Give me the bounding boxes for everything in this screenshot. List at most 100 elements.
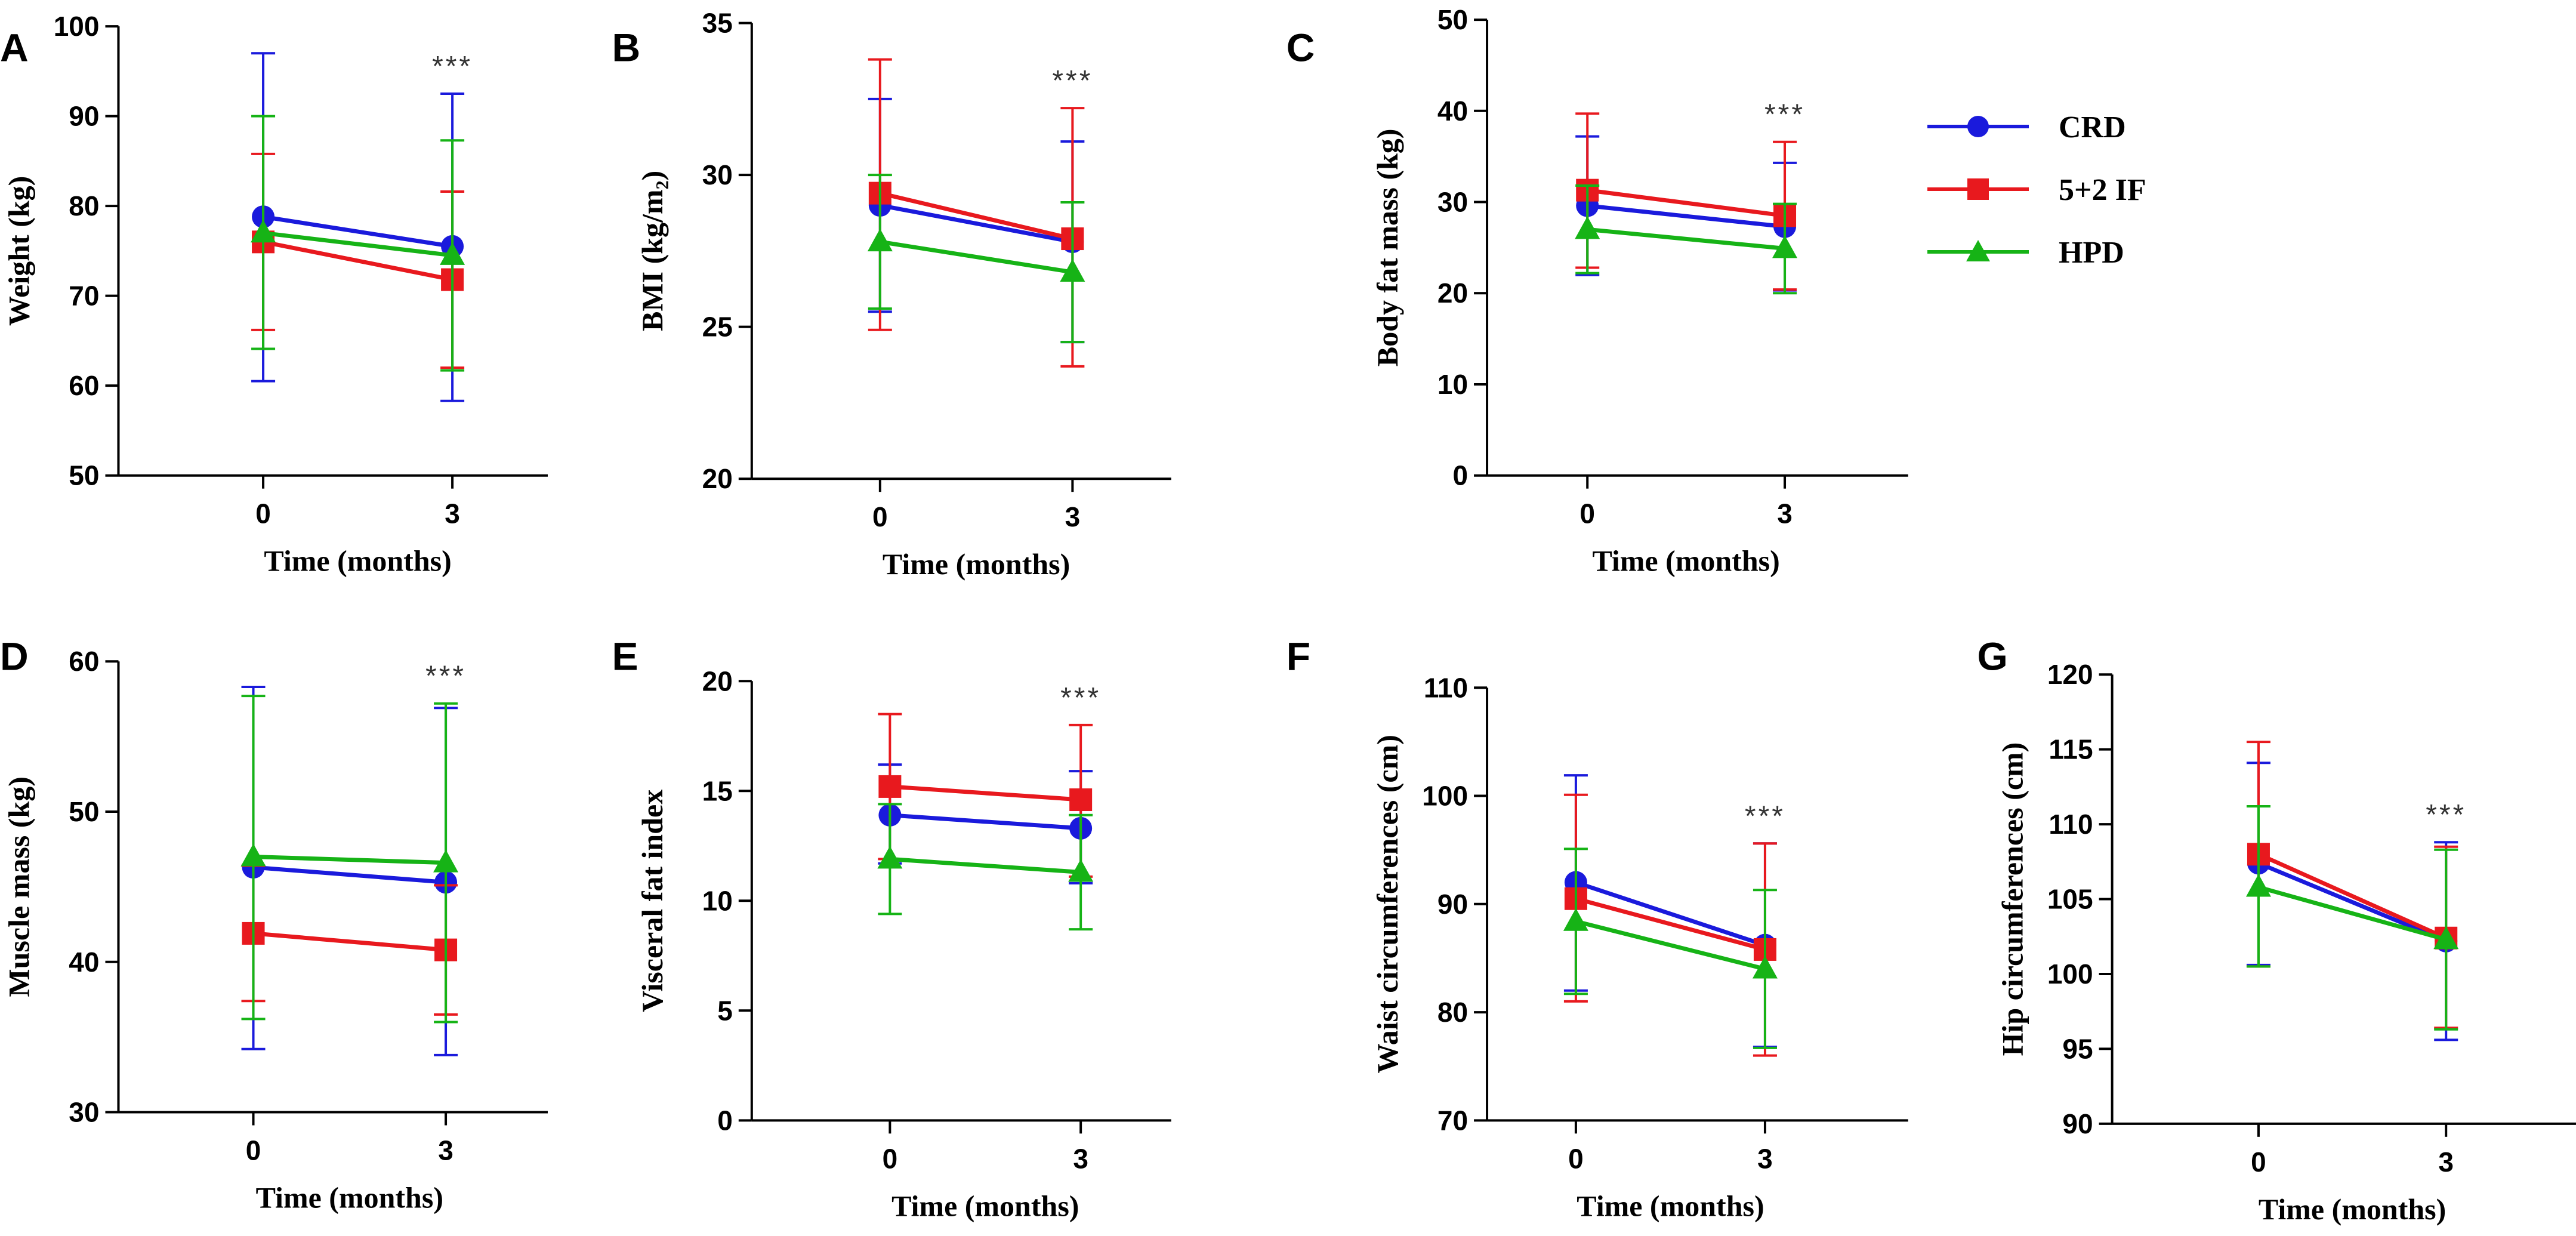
y-tick-label: 80 xyxy=(1437,997,1468,1028)
data-point xyxy=(2245,874,2271,897)
y-tick-label: 60 xyxy=(69,370,99,401)
y-tick-label: 80 xyxy=(69,190,99,221)
x-tick-label: 3 xyxy=(1757,1143,1773,1174)
y-tick-label: 20 xyxy=(1437,278,1468,309)
x-tick-label: 0 xyxy=(1568,1143,1584,1174)
legend-label-hpd: HPD xyxy=(2059,236,2124,270)
y-axis-title: Body fat mass (kg) xyxy=(1371,129,1404,367)
x-tick-label: 0 xyxy=(2251,1146,2266,1178)
series-hpd xyxy=(867,174,1085,344)
data-point xyxy=(433,849,459,873)
y-axis-title: Hip circumferences (cm) xyxy=(1996,742,2029,1056)
panel-g: G 90 95 100 105 110 115 120 0 3 Time (months) Hip c… xyxy=(1977,634,2576,1226)
series-line xyxy=(263,239,453,282)
y-tick-label: 90 xyxy=(2062,1108,2093,1139)
y-axis-title: BMI (kg/m₂) xyxy=(635,171,669,331)
series-hpd xyxy=(877,803,1094,931)
y-tick-label: 5 xyxy=(717,995,733,1026)
series-line xyxy=(1575,880,1766,948)
data-point xyxy=(1752,955,1778,979)
data-point xyxy=(867,229,893,252)
y-axis-title: Weight (kg) xyxy=(2,176,35,326)
y-tick-label: 15 xyxy=(702,775,733,806)
series-hpd xyxy=(1563,847,1778,1049)
legend-marker-hpd xyxy=(1966,240,1990,261)
y-tick-label: 100 xyxy=(2047,958,2093,990)
series-line xyxy=(2258,885,2447,942)
x-tick-label: 0 xyxy=(1579,498,1595,529)
y-tick-label: 115 xyxy=(2049,734,2093,765)
y-tick-label: 30 xyxy=(69,1097,99,1128)
data-point xyxy=(1069,788,1093,812)
series-hpd xyxy=(1575,184,1798,295)
y-axis-title: Muscle mass (kg) xyxy=(2,776,35,997)
x-tick-label: 0 xyxy=(872,501,888,532)
y-tick-label: 25 xyxy=(702,312,733,343)
series-5-2-if xyxy=(251,152,465,369)
series-5-2-if xyxy=(2246,741,2458,1030)
series-hpd xyxy=(251,115,465,372)
series-line xyxy=(253,931,446,953)
data-point xyxy=(251,220,276,243)
series-crd xyxy=(868,97,1085,344)
series-line xyxy=(263,230,453,258)
series-line xyxy=(2257,852,2447,940)
x-axis-title: Time (months) xyxy=(1592,544,1779,578)
significance-marker: *** xyxy=(1052,65,1093,97)
x-axis-title: Time (months) xyxy=(264,544,451,578)
y-tick-label: 105 xyxy=(2047,884,2093,915)
data-point xyxy=(440,242,465,265)
series-line xyxy=(1575,919,1766,971)
y-tick-label: 50 xyxy=(69,796,99,827)
series-line xyxy=(263,214,453,249)
legend: CRD 5+2 IF HPD xyxy=(1927,110,2146,270)
data-point xyxy=(1575,216,1600,239)
x-tick-label: 3 xyxy=(1065,501,1081,532)
y-tick-label: 10 xyxy=(702,885,733,916)
legend-item-crd: CRD xyxy=(1927,110,2126,144)
x-tick-label: 3 xyxy=(438,1135,454,1166)
y-tick-label: 30 xyxy=(702,159,733,190)
significance-marker: *** xyxy=(2426,799,2466,831)
data-point xyxy=(2433,926,2459,950)
panel-letter: D xyxy=(0,634,29,679)
y-tick-label: 50 xyxy=(1437,4,1468,35)
y-tick-label: 110 xyxy=(2049,809,2093,840)
series-line xyxy=(880,191,1073,241)
y-tick-label: 20 xyxy=(702,665,733,696)
panel-letter: A xyxy=(0,26,29,70)
data-point xyxy=(877,846,903,869)
series-5-2-if xyxy=(868,58,1085,368)
series-hpd xyxy=(240,695,459,1024)
y-tick-label: 100 xyxy=(1422,781,1468,812)
legend-label-crd: CRD xyxy=(2059,110,2126,144)
series-line xyxy=(1587,204,1785,229)
panel-c: C 0 10 20 30 40 50 0 3 Time (months) Body fat mass… xyxy=(1287,4,1908,578)
y-tick-label: 95 xyxy=(2062,1033,2093,1064)
y-tick-label: 35 xyxy=(702,8,733,39)
legend-item-hpd: HPD xyxy=(1927,236,2124,270)
x-tick-label: 3 xyxy=(2438,1146,2454,1178)
legend-label-5-2-if: 5+2 IF xyxy=(2059,173,2146,207)
y-axis-title: Visceral fat index xyxy=(635,790,669,1012)
legend-item-5-2-if: 5+2 IF xyxy=(1927,173,2146,207)
significance-marker: *** xyxy=(1745,800,1785,832)
series-line xyxy=(880,239,1073,275)
y-tick-label: 10 xyxy=(1437,369,1468,400)
y-tick-label: 90 xyxy=(69,101,99,132)
y-tick-label: 0 xyxy=(717,1105,733,1136)
data-point xyxy=(1060,259,1085,282)
y-tick-label: 40 xyxy=(69,947,99,978)
series-line xyxy=(2257,861,2447,944)
y-tick-label: 100 xyxy=(54,11,100,42)
data-point xyxy=(1068,859,1094,882)
data-point xyxy=(1563,908,1588,931)
series-5-2-if xyxy=(241,864,458,1016)
y-tick-label: 60 xyxy=(69,646,99,677)
series-line xyxy=(253,855,446,865)
panel-letter: C xyxy=(1287,26,1315,70)
y-tick-label: 50 xyxy=(69,460,99,491)
significance-marker: *** xyxy=(425,661,466,692)
significance-marker: *** xyxy=(1060,682,1101,714)
